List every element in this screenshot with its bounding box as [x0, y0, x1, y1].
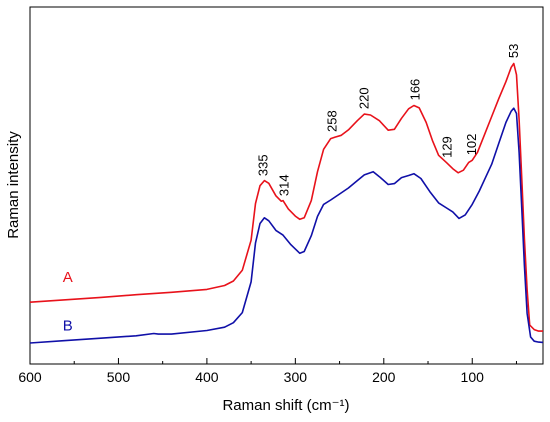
peak-label: 53 [506, 44, 521, 58]
x-tick-label: 300 [284, 369, 308, 385]
series-layer [29, 62, 544, 344]
x-tick-label: 200 [372, 369, 396, 385]
peak-annotations: 335 314 258 220 166 129 102 53 [256, 44, 521, 196]
peak-label: 166 [408, 79, 423, 101]
x-tick-label: 600 [18, 369, 42, 385]
peak-label: 258 [325, 110, 340, 132]
peak-label: 102 [464, 134, 479, 156]
plot-frame [29, 6, 544, 365]
y-axis-title: Raman intensity [5, 131, 22, 239]
x-axis-title: Raman shift (cm⁻¹) [222, 397, 349, 414]
series-line-A [29, 62, 543, 332]
peak-label: 335 [256, 154, 271, 176]
x-axis-ticks: 600 500 400 300 200 100 [18, 358, 517, 385]
series-label-B: B [63, 317, 73, 334]
peak-label: 314 [277, 174, 292, 196]
x-tick-label: 500 [107, 369, 131, 385]
series-label-A: A [63, 269, 73, 286]
x-tick-label: 100 [461, 369, 485, 385]
series-line-B [29, 107, 544, 344]
peak-label: 129 [440, 136, 455, 158]
x-tick-label: 400 [195, 369, 219, 385]
series-labels: AB [63, 269, 73, 335]
peak-label: 220 [356, 87, 371, 109]
